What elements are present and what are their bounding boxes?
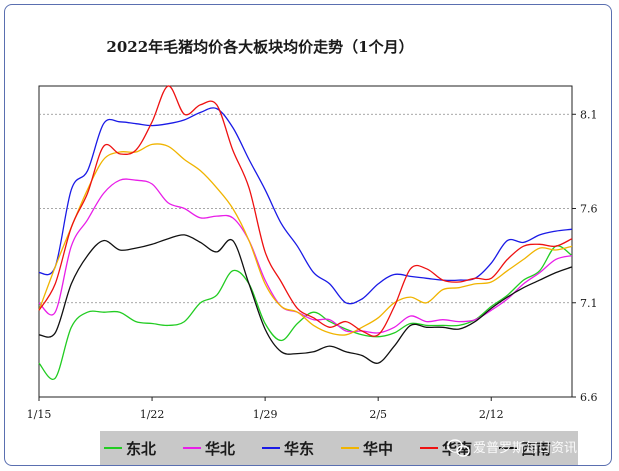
series-line-华北 <box>38 178 573 334</box>
x-axis: 1/15 1/22 1/29 2/5 2/12 <box>27 397 504 421</box>
series-line-华东 <box>38 107 573 305</box>
plot-frame <box>38 85 573 398</box>
plot-area: 6.6 7.1 7.6 8.1 1/15 1/22 1/29 2/5 2/12 <box>27 85 598 421</box>
series-line-东北 <box>38 245 573 380</box>
series-line-华中 <box>38 143 573 336</box>
watermark: 爱普罗斯每日资讯 <box>447 439 577 457</box>
chart-frame <box>4 4 612 466</box>
y-tick-label: 7.6 <box>580 203 598 216</box>
x-tick-label: 1/29 <box>253 408 278 421</box>
wechat-icon <box>447 439 470 457</box>
legend-label: 西南 <box>521 440 551 458</box>
y-tick-label: 7.1 <box>580 297 598 310</box>
chart-title: 2022年毛猪均价各大板块均价走势（1个月） <box>106 38 413 56</box>
legend-label: 东北 <box>126 440 156 458</box>
x-tick-label: 1/22 <box>140 408 165 421</box>
series-line-西南 <box>38 234 573 364</box>
legend-label: 华东 <box>284 440 314 458</box>
legend-label: 华中 <box>363 440 393 458</box>
legend: 东北 华北 华东 华中 华南 西南 <box>100 431 578 465</box>
series-line-华南 <box>38 85 573 337</box>
watermark-text: 爱普罗斯每日资讯 <box>473 440 577 456</box>
x-tick-label: 2/5 <box>369 408 387 421</box>
x-tick-label: 1/15 <box>27 408 52 421</box>
y-tick-label: 6.6 <box>580 391 598 404</box>
legend-label: 华北 <box>205 440 235 458</box>
y-axis: 6.6 7.1 7.6 8.1 <box>572 108 598 404</box>
series-lines <box>38 85 573 380</box>
y-tick-label: 8.1 <box>580 108 598 121</box>
legend-background <box>100 431 578 465</box>
x-tick-label: 2/12 <box>479 408 504 421</box>
grid-lines <box>39 113 572 304</box>
